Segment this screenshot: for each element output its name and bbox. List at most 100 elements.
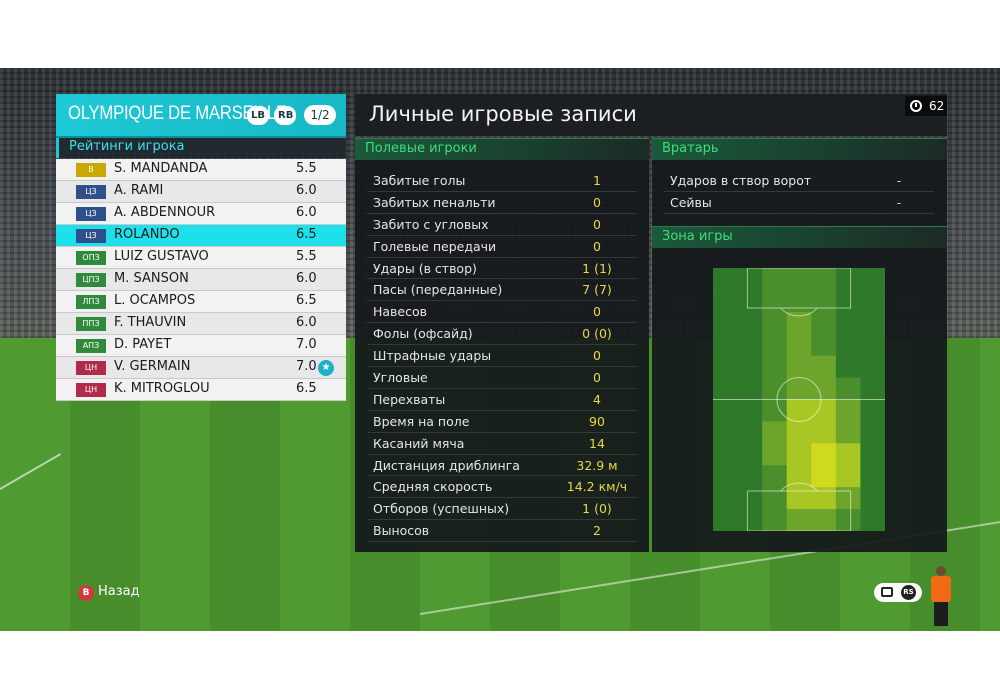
stat-value: 0 (0) — [582, 326, 612, 342]
position-badge: В — [76, 163, 106, 177]
player-name: A. RAMI — [114, 183, 164, 198]
player-row[interactable]: ЦЗ A. RAMI 6.0 — [56, 181, 346, 203]
stat-label: Пасы (переданные) — [373, 282, 503, 298]
stat-row: Перехваты 4 — [367, 389, 637, 411]
gk-stat-value: - — [896, 173, 902, 188]
player-row[interactable]: ЦЗ ROLANDO 6.5 — [56, 225, 346, 247]
lb-button[interactable]: LB — [247, 106, 269, 125]
stat-label: Удары (в створ) — [373, 260, 477, 276]
position-badge: ЛПЗ — [76, 295, 106, 309]
zone-section-header: Зона игры — [652, 226, 947, 248]
heatmap-cell — [835, 311, 861, 335]
player-name: V. GERMAIN — [114, 359, 191, 374]
rb-button[interactable]: RB — [274, 106, 296, 125]
position-badge: ППЗ — [76, 317, 106, 331]
heatmap-cell — [762, 465, 788, 488]
gk-stat-label: Сейвы — [670, 195, 712, 210]
heatmap-cell — [762, 399, 788, 422]
stat-label: Голевые передачи — [373, 238, 497, 254]
heatmap-cell — [737, 355, 763, 379]
stat-row: Дистанция дриблинга 32.9 м — [367, 455, 637, 477]
player-row[interactable]: ЛПЗ L. OCAMPOS 6.5 — [56, 291, 346, 313]
heatmap-cell — [811, 487, 837, 510]
heatmap-cell — [713, 311, 739, 335]
player-row[interactable]: ОПЗ LUIZ GUSTAVO 5.5 — [56, 247, 346, 269]
player-row[interactable]: ППЗ F. THAUVIN 6.0 — [56, 313, 346, 335]
player-row[interactable]: В S. MANDANDA 5.5 — [56, 159, 346, 181]
heatmap-cell — [860, 399, 885, 422]
player-row[interactable]: ЦН K. MITROGLOU 6.5 — [56, 379, 346, 401]
steward-figure — [928, 566, 954, 626]
penalty-box-top — [746, 268, 852, 309]
penalty-arc-top — [780, 307, 818, 317]
gk-stat-row: Ударов в створ ворот - — [664, 170, 934, 192]
stat-value: 1 (1) — [582, 260, 612, 276]
stat-label: Средняя скорость — [373, 479, 493, 495]
heatmap-cell — [835, 465, 861, 488]
heatmap-cell — [737, 487, 763, 510]
penalty-box-bottom — [746, 490, 852, 531]
clock-icon — [910, 100, 922, 112]
stat-value: 0 — [593, 216, 601, 232]
position-badge: ЦН — [76, 383, 106, 397]
stat-label: Фолы (офсайд) — [373, 326, 473, 342]
heatmap-cell — [811, 355, 837, 379]
field-section-label: Полевые игроки — [365, 141, 477, 156]
stat-value: 7 (7) — [582, 282, 612, 298]
player-row[interactable]: ЦН V. GERMAIN 7.0 ★ — [56, 357, 346, 379]
heatmap-cell — [737, 421, 763, 444]
match-timer: 62 — [905, 96, 947, 116]
stat-row: Время на поле 90 — [367, 411, 637, 433]
heatmap-cell — [811, 509, 837, 531]
ratings-label: Рейтинги игрока — [69, 139, 185, 154]
player-name: K. MITROGLOU — [114, 381, 210, 396]
player-rating: 7.0 — [296, 337, 317, 352]
stat-label: Штрафные удары — [373, 348, 492, 364]
stat-value: 14.2 км/ч — [566, 479, 628, 495]
heatmap-cell — [835, 377, 861, 400]
player-name: D. PAYET — [114, 337, 172, 352]
heatmap-cell — [835, 399, 861, 422]
heatmap-cell — [811, 377, 837, 400]
heatmap-cell — [811, 421, 837, 444]
stat-label: Навесов — [373, 304, 428, 320]
heatmap-cell — [713, 443, 739, 466]
heatmap-cell — [835, 355, 861, 379]
zone-section-label: Зона игры — [662, 229, 733, 244]
player-rating: 6.0 — [296, 183, 317, 198]
stat-row: Отборов (успешных) 1 (0) — [367, 498, 637, 521]
heatmap-cell — [786, 355, 812, 379]
heatmap-cell — [786, 509, 812, 531]
stat-value: 0 — [593, 304, 601, 320]
heatmap-cell — [713, 509, 739, 531]
heatmap-cell — [737, 311, 763, 335]
heatmap-cell — [762, 377, 788, 400]
player-row[interactable]: ЦЗ A. ABDENNOUR 6.0 — [56, 203, 346, 225]
heatmap-cell — [762, 333, 788, 357]
gk-stats-list: Ударов в створ ворот - Сейвы - — [664, 170, 934, 214]
heatmap-cell — [762, 268, 788, 291]
heatmap-cell — [713, 465, 739, 488]
heatmap-cell — [860, 289, 885, 313]
stat-row: Забитых пенальти 0 — [367, 192, 637, 214]
stat-label: Касаний мяча — [373, 435, 465, 451]
stat-label: Отборов (успешных) — [373, 501, 510, 517]
heatmap-cell — [737, 333, 763, 357]
field-player-panel: Полевые игроки Забитые голы 1 Забитых пена… — [355, 138, 649, 552]
timer-value: 62 — [929, 99, 945, 113]
stat-label: Забитые голы — [373, 173, 466, 188]
player-row[interactable]: ЦПЗ M. SANSON 6.0 — [56, 269, 346, 291]
heatmap-cell — [811, 443, 837, 466]
player-name: F. THAUVIN — [114, 315, 187, 330]
chat-control[interactable]: RS — [874, 583, 922, 602]
heatmap-cell — [713, 377, 739, 400]
stat-value: 90 — [589, 413, 605, 429]
play-zone-heatmap — [713, 268, 885, 531]
stat-row: Угловые 0 — [367, 367, 637, 389]
heatmap-cell — [713, 289, 739, 313]
stat-row: Штрафные удары 0 — [367, 345, 637, 368]
heatmap-cell — [762, 443, 788, 466]
stat-value: 32.9 м — [576, 457, 618, 473]
heatmap-cell — [786, 377, 812, 400]
player-row[interactable]: АПЗ D. PAYET 7.0 — [56, 335, 346, 357]
